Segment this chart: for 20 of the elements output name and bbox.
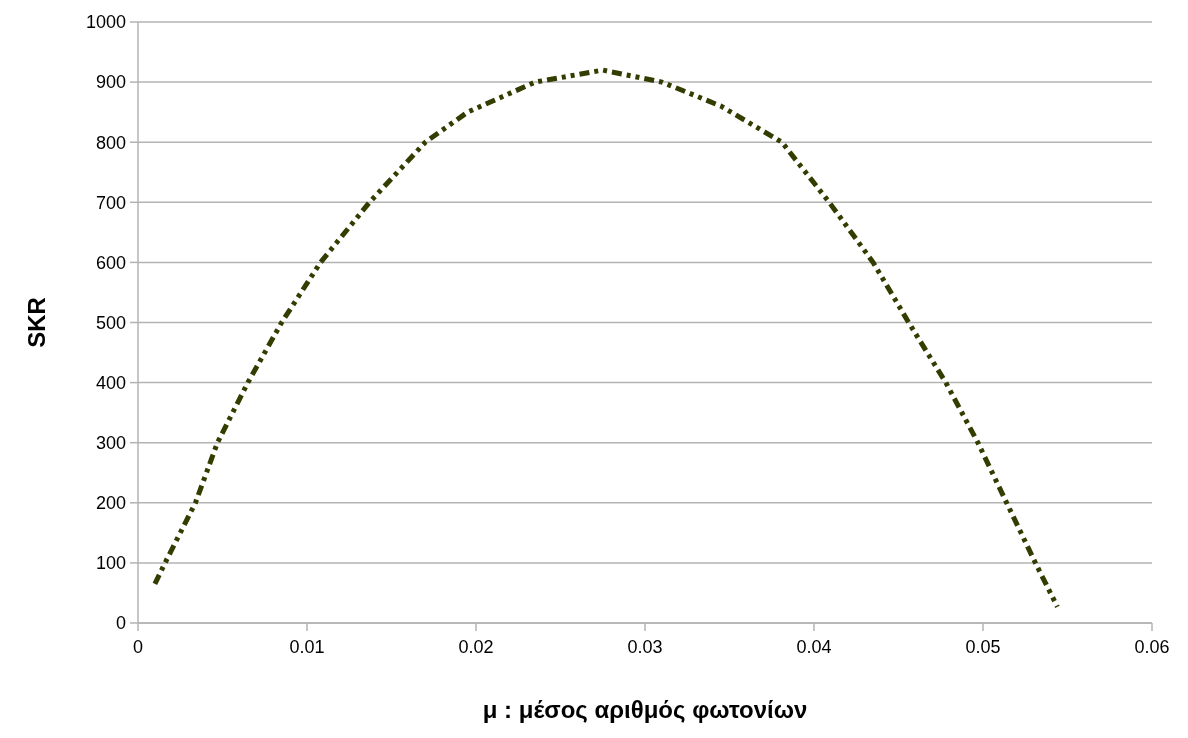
y-tick-label: 0: [115, 613, 126, 634]
y-tick-label: 500: [95, 312, 126, 333]
x-axis-title: μ : μέσος αριθμός φωτονίων: [482, 696, 808, 723]
x-tick-label: 0.01: [289, 637, 325, 657]
y-tick-label: 600: [95, 252, 126, 273]
y-tick-label: 100: [95, 553, 126, 574]
y-tick-label: 1000: [85, 12, 126, 33]
y-tick-label: 700: [95, 192, 126, 213]
x-tick-label: 0.04: [796, 637, 832, 657]
x-tick-label: 0.05: [965, 637, 1001, 657]
x-tick-label: 0.02: [458, 637, 494, 657]
y-tick-label: 400: [95, 372, 126, 393]
x-tick-label: 0: [132, 637, 144, 657]
y-axis-title: SKR: [23, 297, 50, 348]
y-tick-label: 300: [95, 433, 126, 453]
y-tick-label: 800: [95, 132, 126, 153]
x-tick-label: 0.03: [627, 637, 663, 657]
x-tick-label: 0.06: [1134, 637, 1170, 657]
y-tick-label: 200: [95, 493, 126, 514]
y-tick-label: 900: [95, 72, 126, 93]
